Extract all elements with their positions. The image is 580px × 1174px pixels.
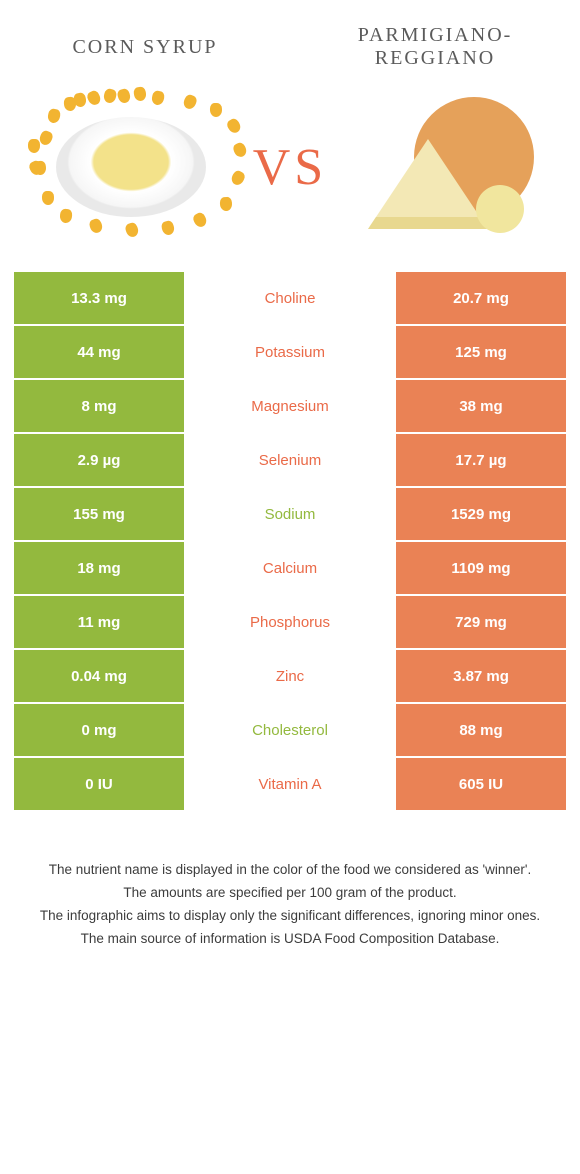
footnote-line: The amounts are specified per 100 gram o… xyxy=(26,883,554,904)
table-row: 8 mgMagnesium38 mg xyxy=(14,380,566,432)
left-value: 13.3 mg xyxy=(14,272,184,324)
table-row: 13.3 mgCholine20.7 mg xyxy=(14,272,566,324)
right-value: 38 mg xyxy=(396,380,566,432)
left-food-title-text: CORN SYRUP xyxy=(20,36,270,59)
nutrient-name: Magnesium xyxy=(184,380,396,432)
left-value: 0 mg xyxy=(14,704,184,756)
left-food-image xyxy=(36,92,226,242)
right-value: 20.7 mg xyxy=(396,272,566,324)
footnote-line: The nutrient name is displayed in the co… xyxy=(26,860,554,881)
right-value: 1109 mg xyxy=(396,542,566,594)
right-food-title-line1: PARMIGIANO- xyxy=(310,24,560,47)
right-food-image xyxy=(354,92,544,242)
right-value: 88 mg xyxy=(396,704,566,756)
table-row: 0.04 mgZinc3.87 mg xyxy=(14,650,566,702)
nutrient-name: Potassium xyxy=(184,326,396,378)
left-value: 2.9 µg xyxy=(14,434,184,486)
left-value: 8 mg xyxy=(14,380,184,432)
left-value: 11 mg xyxy=(14,596,184,648)
right-food-title-line2: REGGIANO xyxy=(310,47,560,70)
right-value: 125 mg xyxy=(396,326,566,378)
left-value: 0 IU xyxy=(14,758,184,810)
nutrient-name: Phosphorus xyxy=(184,596,396,648)
right-value: 729 mg xyxy=(396,596,566,648)
left-food-title: CORN SYRUP xyxy=(20,36,270,59)
right-value: 1529 mg xyxy=(396,488,566,540)
footnote-line: The main source of information is USDA F… xyxy=(26,929,554,950)
table-row: 18 mgCalcium1109 mg xyxy=(14,542,566,594)
table-row: 0 IUVitamin A605 IU xyxy=(14,758,566,810)
footnote-line: The infographic aims to display only the… xyxy=(26,906,554,927)
vs-label: VS xyxy=(253,138,327,197)
images-row: VS xyxy=(0,82,580,262)
table-row: 11 mgPhosphorus729 mg xyxy=(14,596,566,648)
nutrient-name: Zinc xyxy=(184,650,396,702)
titles-row: CORN SYRUP PARMIGIANO- REGGIANO xyxy=(0,0,580,82)
nutrient-name: Cholesterol xyxy=(184,704,396,756)
right-value: 17.7 µg xyxy=(396,434,566,486)
right-food-title: PARMIGIANO- REGGIANO xyxy=(310,24,560,70)
table-row: 155 mgSodium1529 mg xyxy=(14,488,566,540)
right-value: 605 IU xyxy=(396,758,566,810)
left-value: 18 mg xyxy=(14,542,184,594)
table-row: 0 mgCholesterol88 mg xyxy=(14,704,566,756)
footnotes: The nutrient name is displayed in the co… xyxy=(0,812,580,950)
comparison-table: 13.3 mgCholine20.7 mg44 mgPotassium125 m… xyxy=(0,262,580,810)
nutrient-name: Vitamin A xyxy=(184,758,396,810)
nutrient-name: Calcium xyxy=(184,542,396,594)
right-value: 3.87 mg xyxy=(396,650,566,702)
table-row: 44 mgPotassium125 mg xyxy=(14,326,566,378)
left-value: 44 mg xyxy=(14,326,184,378)
left-value: 155 mg xyxy=(14,488,184,540)
nutrient-name: Selenium xyxy=(184,434,396,486)
nutrient-name: Sodium xyxy=(184,488,396,540)
nutrient-name: Choline xyxy=(184,272,396,324)
left-value: 0.04 mg xyxy=(14,650,184,702)
table-row: 2.9 µgSelenium17.7 µg xyxy=(14,434,566,486)
